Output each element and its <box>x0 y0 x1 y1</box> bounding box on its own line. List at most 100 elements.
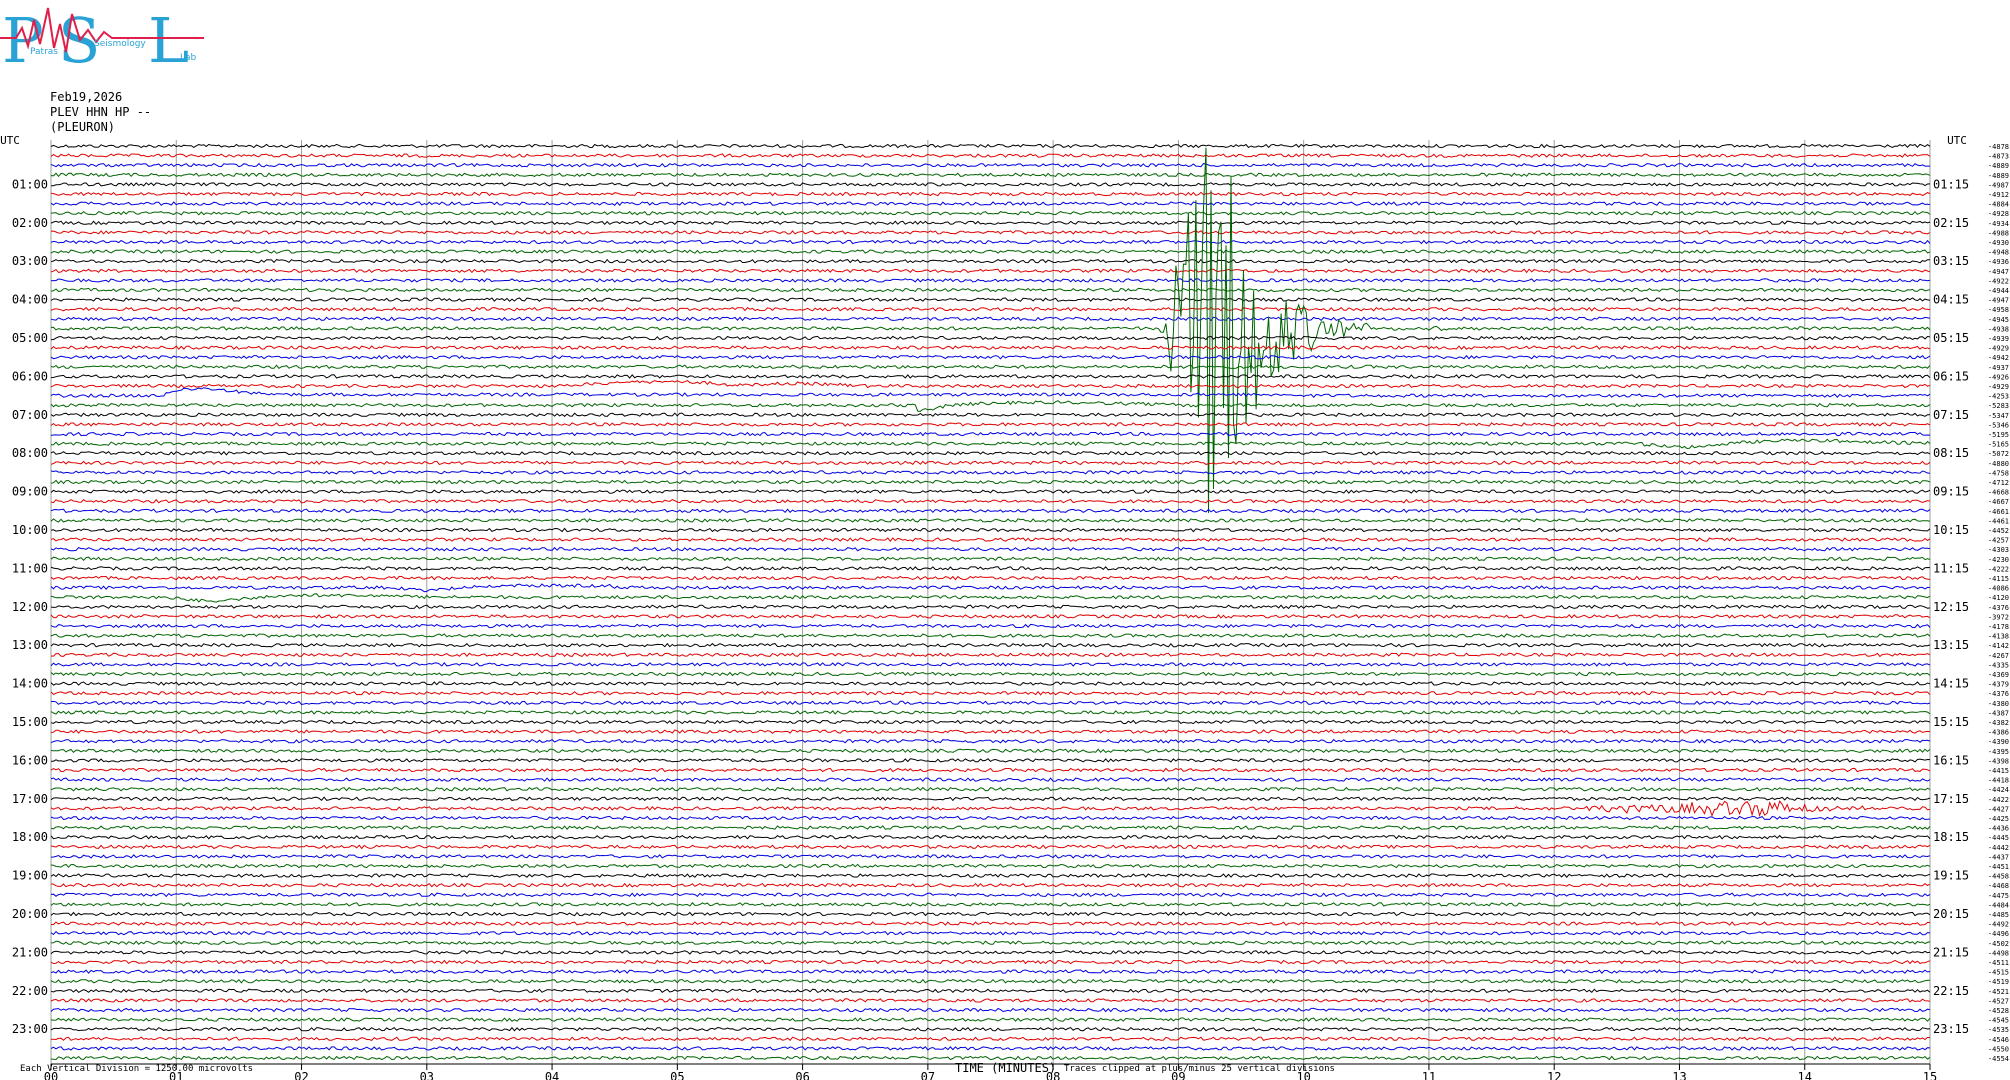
trace-offset-label: -4502 <box>1988 940 2009 948</box>
seismogram-trace <box>51 1036 1931 1042</box>
seismogram-trace <box>50 387 1931 398</box>
seismogram-trace <box>50 998 1931 1003</box>
trace-offset-label: -4661 <box>1988 508 2009 516</box>
seismogram-trace <box>50 345 1931 350</box>
right-hour-label: 01:15 <box>1933 177 1969 191</box>
x-tick-label: 05 <box>670 1070 684 1080</box>
trace-offset-label: -4496 <box>1988 930 2009 938</box>
record-date: Feb19,2026 <box>50 90 123 104</box>
seismogram-trace <box>50 844 1931 850</box>
seismogram-trace <box>50 786 1931 792</box>
right-hour-label: 14:15 <box>1933 677 1969 691</box>
seismogram-trace <box>50 959 1931 965</box>
seismogram-trace <box>50 777 1931 782</box>
trace-offset-label: -4535 <box>1988 1026 2009 1034</box>
trace-offset-label: -4436 <box>1988 825 2009 833</box>
trace-offset-label: -4511 <box>1988 959 2009 967</box>
seismogram-trace <box>50 508 1931 514</box>
seismogram-trace <box>50 719 1931 725</box>
x-tick-label: 09 <box>1171 1070 1185 1080</box>
seismogram-trace <box>50 729 1931 734</box>
trace-offset-label: -5165 <box>1988 441 2009 449</box>
seismogram-trace <box>50 834 1931 840</box>
left-hour-label: 08:00 <box>12 446 48 460</box>
seismogram-trace <box>50 489 1931 494</box>
seismogram-trace <box>50 297 1931 302</box>
trace-offset-label: -4667 <box>1988 498 2009 506</box>
trace-offset-label: -5195 <box>1988 431 2009 439</box>
seismogram-trace <box>50 450 1931 456</box>
right-hour-label: 16:15 <box>1933 753 1969 767</box>
seismogram-trace <box>50 556 1931 562</box>
logo-word-seismology: Seismology <box>94 39 146 49</box>
trace-offset-label: -4415 <box>1988 767 2009 775</box>
left-hour-label: 19:00 <box>12 869 48 883</box>
x-tick-label: 11 <box>1422 1070 1436 1080</box>
seismogram-trace <box>50 681 1931 686</box>
trace-offset-label: -4944 <box>1988 287 2009 295</box>
trace-offset-label: -4461 <box>1988 517 2009 525</box>
left-hour-label: 14:00 <box>12 677 48 691</box>
seismogram-trace <box>50 662 1931 667</box>
trace-offset-label: -4452 <box>1988 527 2009 535</box>
left-hour-label: 15:00 <box>12 715 48 729</box>
seismogram-trace <box>50 623 1931 629</box>
trace-offset-label: -4928 <box>1988 210 2009 218</box>
x-tick-label: 12 <box>1547 1070 1561 1080</box>
trace-offset-label: -4395 <box>1988 748 2009 756</box>
seismogram-trace <box>50 400 1931 412</box>
seismogram-trace <box>50 882 1931 888</box>
trace-offset-label: -4878 <box>1988 143 2009 151</box>
x-tick-label: 00 <box>44 1070 58 1080</box>
trace-offset-label: -4115 <box>1988 575 2009 583</box>
seismogram-trace <box>50 1026 1931 1032</box>
seismogram-trace <box>50 162 1930 168</box>
psl-logo: P S L Patras Seismology Lab <box>0 4 204 70</box>
right-hour-label: 21:15 <box>1933 945 1969 959</box>
left-hour-label: 21:00 <box>12 945 48 959</box>
seismogram-trace <box>50 796 1931 802</box>
seismogram-trace <box>50 863 1931 869</box>
seismogram-trace <box>50 249 1931 254</box>
trace-offset-label: -4427 <box>1988 805 2009 813</box>
trace-offset-label: -4880 <box>1988 460 2009 468</box>
trace-offset-label: -4947 <box>1988 297 2009 305</box>
trace-offset-label: -4988 <box>1988 229 2009 237</box>
left-hour-label: 20:00 <box>12 907 48 921</box>
station-code: PLEV HHN HP -- <box>50 105 152 119</box>
trace-offset-label: -4120 <box>1988 594 2009 602</box>
x-tick-label: 15 <box>1923 1070 1937 1080</box>
trace-offset-label: -4939 <box>1988 335 2009 343</box>
trace-offset-label: -4884 <box>1988 201 2009 209</box>
trace-offset-label: -4930 <box>1988 239 2009 247</box>
trace-offset-label: -4546 <box>1988 1036 2009 1044</box>
right-utc-label: UTC <box>1947 134 1967 147</box>
seismogram-trace <box>50 902 1931 907</box>
seismogram-trace <box>50 988 1931 994</box>
trace-offset-label: -4926 <box>1988 373 2009 381</box>
seismogram-trace <box>50 239 1931 245</box>
seismogram-trace <box>50 690 1931 696</box>
right-hour-label: 07:15 <box>1933 408 1969 422</box>
trace-offset-label: -4889 <box>1988 172 2009 180</box>
seismogram-trace <box>50 422 1931 427</box>
seismogram-trace <box>50 201 1931 206</box>
trace-offset-label: -3972 <box>1988 613 2009 621</box>
seismogram-trace <box>50 210 1931 216</box>
seismogram-trace <box>51 921 1931 926</box>
left-hour-label: 23:00 <box>12 1022 48 1036</box>
seismogram-trace <box>50 182 1931 187</box>
seismogram-trace <box>50 278 1931 283</box>
seismogram-trace <box>50 191 1931 197</box>
trace-offset-label: -4458 <box>1988 873 2009 881</box>
trace-offset-label: -4379 <box>1988 681 2009 689</box>
x-axis-title: TIME (MINUTES) <box>955 1061 1057 1075</box>
trace-offset-label: -4521 <box>1988 988 2009 996</box>
trace-offset-label: -4138 <box>1988 633 2009 641</box>
seismogram-trace <box>50 854 1931 859</box>
trace-offset-label: -4485 <box>1988 911 2009 919</box>
seismogram-trace <box>50 652 1931 658</box>
x-tick-label: 04 <box>545 1070 559 1080</box>
left-hour-label: 09:00 <box>12 485 48 499</box>
trace-offset-label: -4230 <box>1988 556 2009 564</box>
